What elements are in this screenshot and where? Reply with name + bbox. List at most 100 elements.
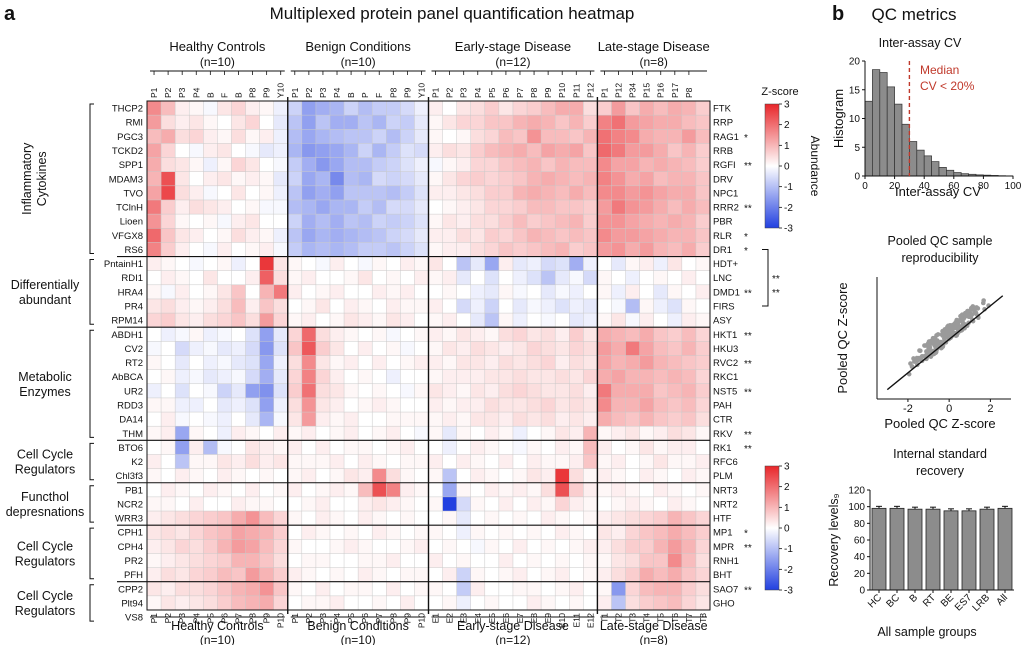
heatmap-cell (681, 101, 697, 116)
heatmap-cell (653, 383, 669, 399)
heatmap-cell (639, 185, 655, 201)
heatmap-cell (527, 143, 542, 158)
group-n-bottom: (n=10) (200, 633, 235, 645)
heatmap-cell (456, 553, 472, 568)
row-group-label: Differentially (11, 278, 80, 292)
heatmap-cell (527, 185, 542, 201)
heatmap-cell (569, 539, 584, 554)
heatmap-cell (541, 482, 556, 498)
heatmap-cell (358, 553, 373, 568)
heatmap-cell (569, 157, 584, 172)
heatmap-cell (245, 426, 260, 441)
fit-line (886, 295, 1004, 391)
heatmap-cell (203, 298, 218, 314)
heatmap-cell (428, 454, 443, 469)
heatmap-cell (484, 313, 500, 328)
heatmap-cell (583, 157, 598, 172)
heatmap-cell (231, 242, 246, 257)
histogram-bar (886, 86, 895, 177)
heatmap-cell (400, 482, 415, 498)
heatmap-cell (259, 426, 274, 441)
heatmap-cell (203, 115, 218, 130)
heatmap-cell (512, 242, 528, 257)
heatmap-cell (695, 355, 711, 370)
heatmap-cell (484, 199, 500, 215)
heatmap-cell (512, 511, 528, 526)
heatmap-cell (597, 482, 612, 498)
heatmap-cell (344, 426, 359, 441)
heatmap-cell (315, 567, 331, 583)
heatmap-cell (667, 129, 683, 144)
heatmap-cell (329, 482, 345, 498)
scatter-point (916, 355, 922, 361)
heatmap-cell (555, 115, 570, 130)
heatmap-cell (231, 553, 246, 568)
heatmap-cell (400, 454, 415, 469)
heatmap-cell (442, 270, 457, 286)
heatmap-cell (597, 115, 612, 130)
heatmap-cell (189, 298, 204, 314)
heatmap-cell (175, 426, 190, 441)
heatmap-cell (358, 511, 373, 526)
row-label: AbBCA (112, 372, 144, 383)
column-label-top: P8 (684, 87, 694, 98)
scatter-point (945, 330, 951, 335)
heatmap-cell (315, 355, 331, 370)
heatmap-cell (597, 397, 612, 413)
heatmap-cell (358, 426, 373, 441)
heatmap-cell (569, 595, 584, 611)
heatmap-cell (175, 313, 190, 328)
heatmap-cell (372, 383, 387, 399)
heatmap-cell (301, 270, 317, 286)
heatmap-cell (498, 525, 514, 540)
heatmap-cell (498, 242, 514, 257)
heatmap-cell (358, 115, 373, 130)
heatmap-cell (653, 129, 669, 144)
heatmap-cell (456, 440, 472, 455)
heatmap-cell (639, 525, 655, 540)
heatmap-cell (639, 511, 655, 526)
heatmap-cell (611, 270, 626, 286)
heatmap-cell (484, 496, 500, 512)
heatmap-cell (555, 270, 570, 286)
heatmap-cell (231, 383, 246, 399)
heatmap-cell (484, 369, 500, 385)
heatmap-cell (203, 355, 218, 370)
heatmap-cell (259, 496, 274, 512)
heatmap-cell (442, 567, 457, 583)
histogram-bar (909, 141, 918, 177)
heatmap-cell (287, 525, 303, 540)
heatmap-cell (456, 341, 472, 356)
heatmap-cell (386, 539, 401, 554)
heatmap-cell (231, 284, 246, 300)
heatmap-cell (231, 412, 246, 427)
heatmap-cell (470, 256, 486, 271)
heatmap-cell (358, 581, 373, 597)
heatmap-cell (583, 199, 598, 215)
x-tick-label: 0 (946, 403, 952, 415)
heatmap-cell (329, 101, 345, 116)
heatmap-cell (414, 581, 429, 597)
heatmap-cell (203, 256, 218, 271)
heatmap-cell (583, 539, 598, 554)
heatmap-cell (358, 256, 373, 271)
heatmap-cell (161, 327, 176, 342)
heatmap-cell (653, 369, 669, 385)
heatmap-cell (161, 426, 176, 441)
heatmap-cell (695, 214, 711, 229)
heatmap-cell (147, 256, 162, 271)
heatmap-cell (470, 511, 486, 526)
heatmap-cell (400, 284, 415, 300)
heatmap-cell (498, 298, 514, 314)
heatmap-cell (400, 101, 415, 116)
heatmap-cell (653, 256, 669, 271)
column-label-top: P12 (614, 83, 624, 98)
heatmap-cell (301, 383, 317, 399)
significance-mark: * (744, 529, 748, 540)
heatmap-cell (569, 355, 584, 370)
column-label-top: P5 (487, 87, 497, 98)
heatmap-cell (484, 468, 500, 484)
heatmap-cell (273, 482, 289, 498)
heatmap-cell (147, 595, 162, 611)
